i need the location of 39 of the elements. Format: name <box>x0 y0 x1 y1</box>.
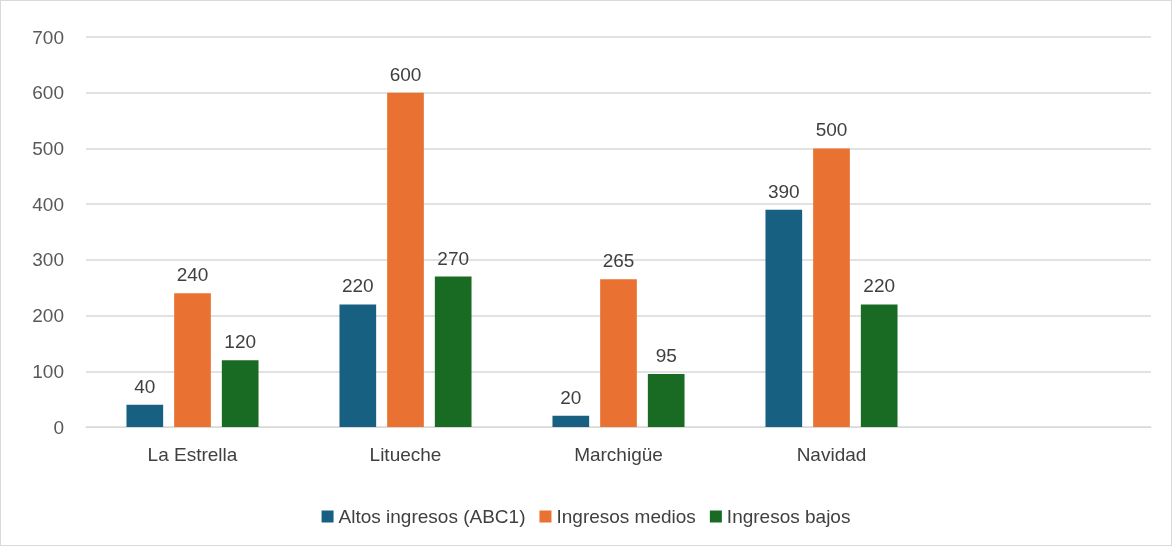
data-label: 240 <box>176 264 209 286</box>
legend-label: Altos ingresos (ABC1) <box>338 506 526 527</box>
bar <box>765 209 803 427</box>
data-label: 220 <box>341 275 374 297</box>
bar <box>174 293 211 427</box>
y-tick-label: 400 <box>32 193 64 215</box>
data-label: 270 <box>437 247 470 269</box>
bar <box>552 415 590 427</box>
bar <box>860 304 898 427</box>
y-tick-label: 600 <box>32 82 64 104</box>
y-tick-label: 200 <box>32 305 64 327</box>
x-tick-label: La Estrella <box>147 444 238 465</box>
y-tick-label: 700 <box>32 26 64 48</box>
x-tick-label: Litueche <box>369 444 442 465</box>
legend-label: Ingresos medios <box>556 506 696 527</box>
y-tick-label: 500 <box>32 137 64 159</box>
bar <box>647 374 685 427</box>
data-label: 265 <box>602 250 635 272</box>
data-label: 95 <box>655 345 677 367</box>
y-tick-label: 300 <box>32 249 64 271</box>
data-label: 220 <box>863 275 896 297</box>
legend-label: Ingresos bajos <box>726 506 851 527</box>
y-tick-label: 0 <box>53 416 64 438</box>
data-label: 120 <box>224 331 257 353</box>
bar <box>387 92 424 427</box>
bar <box>813 148 850 427</box>
data-label: 390 <box>767 180 800 202</box>
data-label: 40 <box>134 375 156 397</box>
data-label: 600 <box>389 63 422 85</box>
y-tick-label: 100 <box>32 360 64 382</box>
bar <box>126 404 164 427</box>
data-label: 20 <box>560 386 582 408</box>
x-tick-label: Marchigüe <box>574 444 663 465</box>
data-label: 500 <box>815 119 848 141</box>
bar <box>600 279 637 427</box>
bar <box>339 304 377 427</box>
x-tick-label: Navidad <box>796 444 867 465</box>
bar <box>221 360 259 427</box>
bar <box>434 276 472 427</box>
